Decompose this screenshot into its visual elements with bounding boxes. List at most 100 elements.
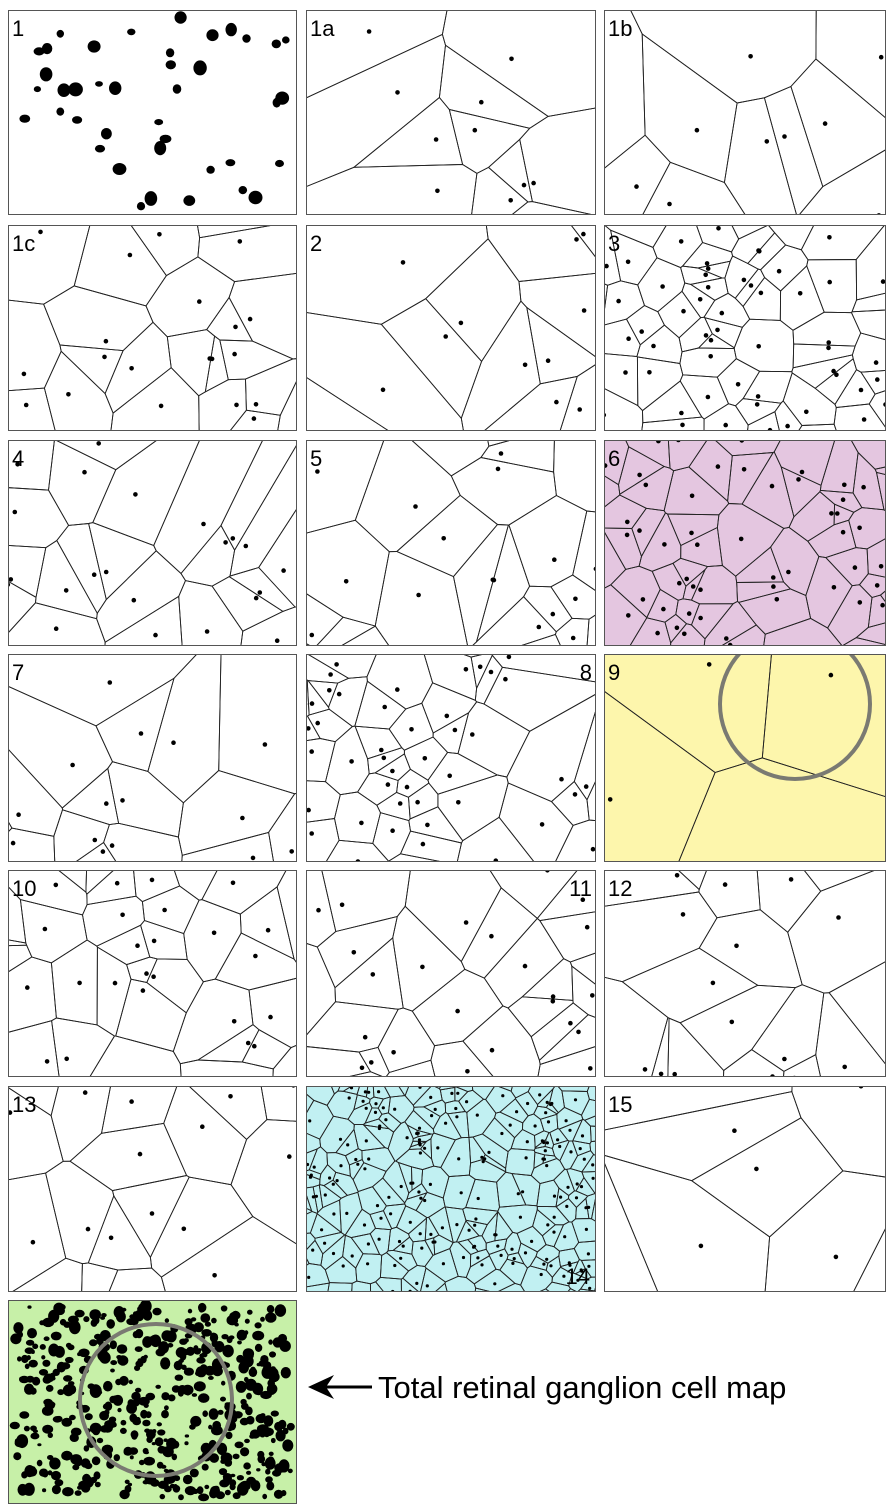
ganglion-cell	[9, 1421, 20, 1430]
cell-point	[103, 569, 109, 575]
cell-point	[171, 740, 176, 745]
ganglion-cell	[252, 1330, 265, 1341]
panel-label: 1b	[608, 16, 632, 41]
cell-point	[420, 1246, 424, 1250]
cell-point	[729, 1019, 735, 1025]
cell-point	[472, 1245, 476, 1249]
ganglion-cell	[68, 82, 83, 97]
ganglion-cell	[61, 1450, 73, 1461]
cell-point	[722, 882, 728, 887]
cell-point	[552, 1300, 555, 1303]
cell-point	[231, 1019, 237, 1024]
ganglion-cell	[95, 1458, 101, 1462]
ganglion-cell	[266, 1305, 275, 1314]
cell-point	[363, 1076, 366, 1077]
ganglion-cell	[84, 1462, 93, 1470]
ganglion-cell	[189, 1468, 199, 1478]
cell-point	[525, 1140, 529, 1144]
cell-point	[598, 1133, 601, 1136]
voronoi-cell	[667, 440, 708, 472]
cell-point	[300, 1199, 303, 1202]
panel-border	[8, 1086, 297, 1292]
cell-point	[681, 308, 686, 314]
cell-point	[262, 742, 268, 747]
cell-point	[104, 801, 109, 806]
cell-point	[108, 1235, 114, 1241]
cell-point	[769, 863, 774, 868]
ganglion-cell	[19, 114, 31, 123]
cell-point	[623, 370, 628, 375]
ganglion-cell	[265, 1476, 273, 1483]
voronoi-cell	[855, 225, 886, 301]
cell-point	[100, 849, 106, 854]
ganglion-cell	[56, 107, 65, 116]
ganglion-cell	[235, 1380, 247, 1393]
ganglion-cell	[252, 1382, 264, 1395]
cell-point	[828, 672, 834, 678]
voronoi-cell	[369, 1210, 393, 1231]
voronoi-cell	[474, 1287, 494, 1292]
voronoi-cell	[306, 33, 446, 188]
cell-point	[312, 1165, 316, 1169]
cell-point	[493, 1282, 497, 1286]
cell-point	[695, 542, 700, 547]
cell-point	[456, 1091, 460, 1095]
cell-point	[880, 279, 886, 284]
cell-point	[379, 1216, 383, 1220]
voronoi-cell	[510, 201, 596, 215]
ganglion-cell	[101, 128, 112, 140]
panel-10: 10	[8, 870, 297, 1077]
cell-point	[661, 606, 666, 612]
cell-point	[572, 792, 578, 797]
voronoi-cell	[306, 708, 354, 743]
ganglion-cell	[57, 1389, 65, 1396]
cell-point	[456, 1294, 459, 1297]
cell-point	[234, 402, 239, 408]
cell-point	[550, 999, 556, 1004]
cell-point	[591, 1176, 595, 1180]
ganglion-cell	[244, 1438, 250, 1444]
voronoi-cell	[388, 853, 446, 862]
cell-point	[211, 930, 217, 936]
voronoi-cell	[581, 1171, 596, 1195]
ganglion-cell	[24, 1363, 30, 1370]
ganglion-cell	[112, 1422, 117, 1428]
ganglion-cell	[144, 1428, 151, 1433]
cell-point	[416, 592, 421, 598]
cell-point	[590, 993, 595, 998]
cell-point	[785, 423, 790, 429]
voronoi-cell	[342, 1234, 364, 1269]
cell-point	[463, 920, 469, 925]
panel-label: 11	[569, 876, 592, 901]
ganglion-cell	[28, 1359, 38, 1368]
cell-point	[522, 963, 528, 969]
ganglion-cell	[109, 81, 122, 95]
ganglion-cell	[200, 1442, 212, 1454]
ganglion-cell	[41, 1355, 46, 1360]
ganglion-cell	[56, 29, 64, 38]
panel-border	[306, 10, 596, 215]
voronoi-cell	[412, 1086, 443, 1108]
cell-point	[341, 1298, 344, 1301]
ganglion-cell	[155, 1348, 166, 1357]
cell-point	[857, 525, 862, 531]
ganglion-cell	[195, 1370, 201, 1377]
cell-point	[212, 1273, 217, 1278]
cell-point	[533, 1124, 537, 1128]
ganglion-cell	[282, 1439, 294, 1452]
voronoi-cell	[380, 298, 483, 420]
cell-point	[323, 1241, 327, 1245]
cell-point	[395, 687, 400, 692]
cell-point	[443, 334, 449, 339]
ganglion-cell	[62, 1487, 74, 1497]
ganglion-cell	[10, 1333, 22, 1345]
cell-point	[625, 519, 630, 525]
cell-point	[457, 1157, 461, 1161]
ganglion-cell	[32, 1429, 39, 1433]
cell-point	[748, 54, 753, 59]
cell-point	[425, 822, 430, 828]
ganglion-cell	[243, 1462, 251, 1470]
panel-background	[306, 225, 596, 431]
cell-point	[689, 530, 694, 536]
cell-point	[370, 972, 376, 977]
